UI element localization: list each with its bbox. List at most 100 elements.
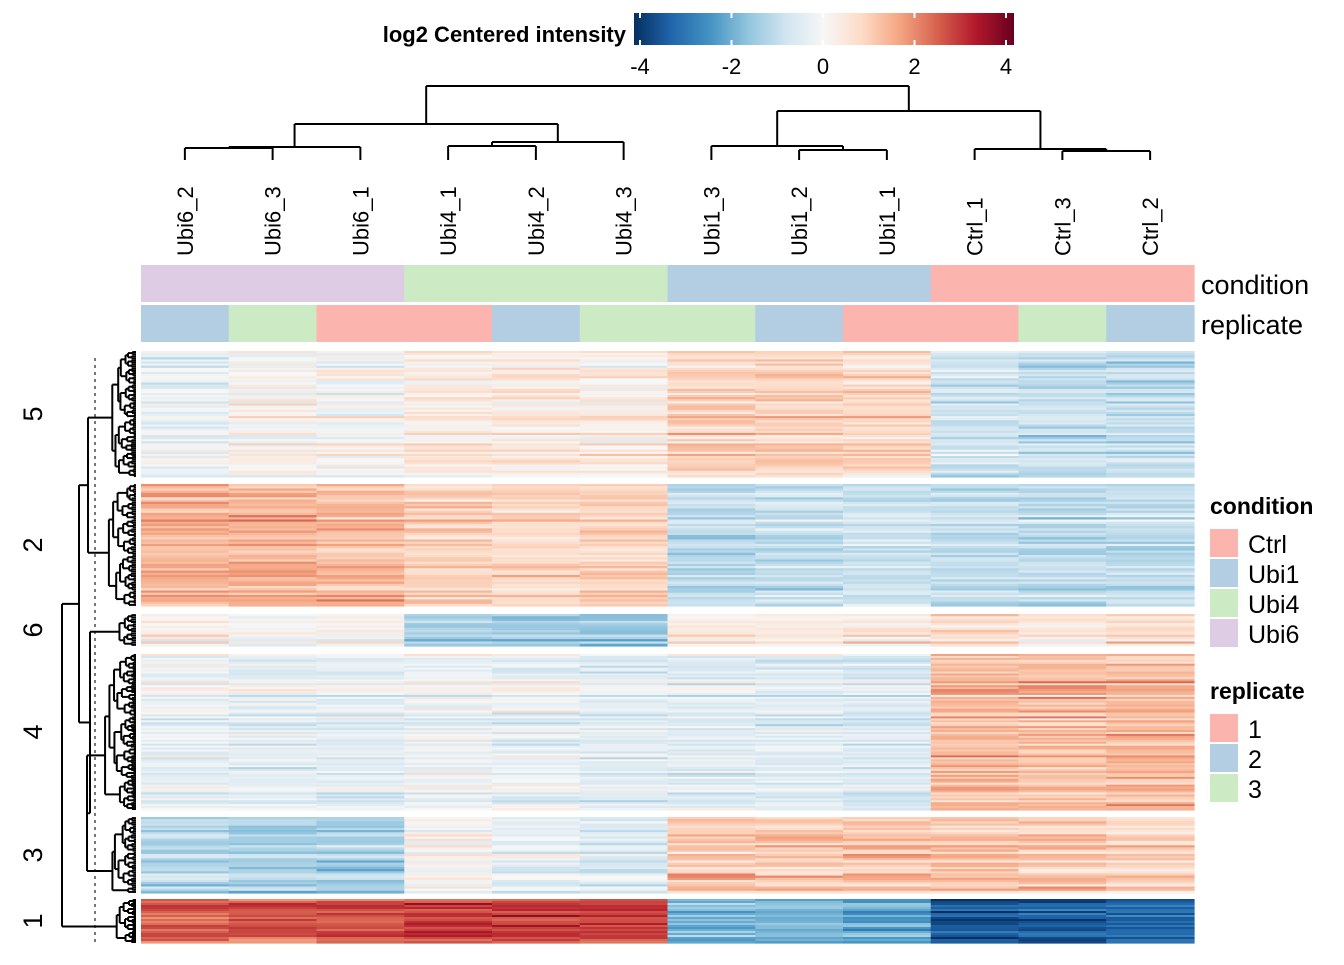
heatmap-cell — [667, 623, 756, 627]
heatmap-cell — [667, 592, 756, 596]
heatmap-cell — [141, 395, 230, 398]
heatmap-cell — [579, 632, 669, 636]
heatmap-cell — [1018, 486, 1107, 490]
heatmap-cell — [316, 508, 405, 512]
heatmap-cell — [843, 794, 932, 797]
heatmap-cell — [930, 939, 1020, 942]
heatmap-cell — [755, 858, 844, 862]
heatmap-cell — [667, 915, 756, 918]
heatmap-cell — [316, 718, 405, 721]
heatmap-cell — [667, 687, 756, 690]
heatmap-cell — [228, 574, 318, 578]
heatmap-cell — [1018, 552, 1107, 556]
heatmap-cell — [228, 561, 318, 565]
heatmap-cell — [843, 588, 932, 592]
heatmap-cell — [579, 355, 669, 358]
replicate-annotation-cell — [843, 305, 932, 342]
heatmap-cell — [579, 888, 669, 892]
heatmap-cell — [492, 853, 581, 857]
heatmap-cell — [843, 568, 932, 572]
heatmap-cell — [667, 877, 756, 881]
heatmap-cell — [316, 548, 405, 552]
heatmap-cell — [579, 351, 669, 354]
heatmap-cell — [316, 741, 405, 745]
heatmap-cell — [316, 361, 405, 365]
heatmap-cell — [228, 411, 318, 415]
heatmap-cell — [1106, 767, 1195, 770]
heatmap-cell — [404, 761, 493, 764]
heatmap-cell — [404, 519, 493, 523]
heatmap-cell — [843, 462, 932, 465]
heatmap-cell — [930, 583, 1020, 587]
heatmap-cell — [316, 453, 405, 457]
heatmap-cell — [930, 800, 1020, 803]
heatmap-cell — [1106, 757, 1195, 760]
heatmap-slice-4 — [141, 654, 1195, 811]
heatmap-cell — [1018, 767, 1107, 770]
heatmap-cell — [843, 453, 932, 457]
heatmap-cell — [404, 503, 493, 507]
heatmap-cell — [492, 909, 581, 912]
heatmap-cell — [404, 447, 493, 451]
heatmap-cell — [579, 798, 669, 801]
heatmap-cell — [1018, 935, 1107, 938]
heatmap-cell — [579, 401, 669, 405]
heatmap-cell — [141, 825, 230, 829]
heatmap-cell — [755, 420, 844, 423]
colorbar-tick-label: 2 — [908, 54, 920, 79]
heatmap-cell — [492, 512, 581, 516]
heatmap-cell — [1106, 836, 1195, 840]
heatmap-cell — [755, 634, 844, 638]
heatmap-cell — [579, 623, 669, 627]
heatmap-cell — [404, 583, 493, 587]
heatmap-cell — [930, 847, 1020, 851]
heatmap-cell — [1106, 474, 1195, 478]
heatmap-cell — [141, 691, 230, 694]
heatmap-cell — [316, 441, 405, 444]
heatmap-cell — [667, 590, 756, 594]
heatmap-cell — [492, 501, 581, 505]
heatmap-cell — [1106, 393, 1195, 396]
heatmap-cell — [930, 708, 1020, 712]
heatmap-cell — [228, 568, 318, 572]
legend-swatch — [1210, 589, 1238, 617]
heatmap-cell — [667, 376, 756, 379]
heatmap-cell — [1018, 532, 1107, 536]
heatmap-cell — [316, 771, 405, 774]
heatmap-cell — [228, 706, 318, 710]
heatmap-cell — [228, 357, 318, 360]
heatmap-cell — [843, 706, 932, 710]
heatmap-slice-5 — [141, 351, 1195, 478]
heatmap-cell — [930, 834, 1020, 838]
heatmap-cell — [228, 432, 318, 436]
heatmap-cell — [1106, 671, 1195, 675]
heatmap-cell — [755, 694, 844, 698]
heatmap-cell — [1106, 515, 1195, 518]
heatmap-cell — [667, 561, 756, 565]
heatmap-cell — [141, 548, 230, 552]
heatmap-cell — [492, 570, 581, 574]
heatmap-cell — [843, 550, 932, 554]
heatmap-cell — [141, 741, 230, 745]
heatmap-cell — [141, 778, 230, 782]
heatmap-cell — [141, 739, 230, 743]
heatmap-cell — [404, 823, 493, 827]
heatmap-cell — [141, 574, 230, 578]
heatmap-cell — [755, 386, 844, 390]
heatmap-cell — [1106, 592, 1195, 596]
heatmap-cell — [930, 827, 1020, 831]
heatmap-cell — [404, 353, 493, 356]
heatmap-cell — [228, 361, 318, 365]
heatmap-cell — [1106, 655, 1195, 659]
heatmap-cell — [1106, 935, 1195, 938]
heatmap-cell — [316, 355, 405, 358]
heatmap-cell — [930, 743, 1020, 747]
heatmap-cell — [141, 586, 230, 589]
heatmap-cell — [843, 937, 932, 940]
heatmap-cell — [404, 468, 493, 472]
heatmap-cell — [930, 568, 1020, 572]
heatmap-cell — [228, 909, 318, 912]
heatmap-cell — [755, 495, 844, 498]
heatmap-cell — [1106, 372, 1195, 375]
